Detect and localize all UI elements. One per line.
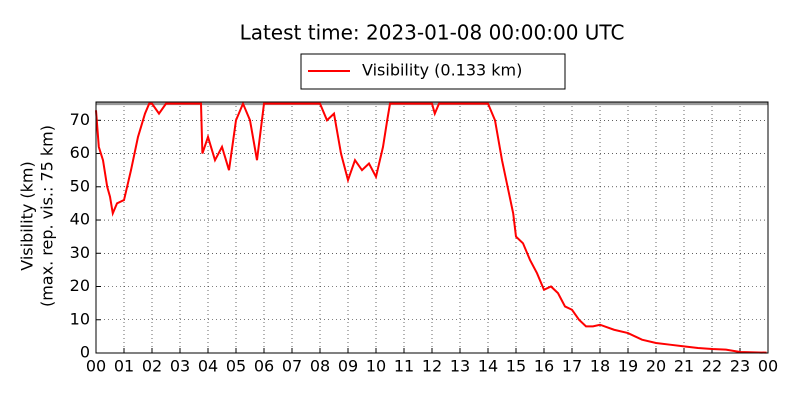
y-axis-label: (max. rep. vis.: 75 km): [38, 125, 57, 307]
x-tick-label: 13: [450, 357, 470, 376]
legend-label: Visibility (0.133 km): [362, 61, 522, 80]
x-tick-label: 16: [534, 357, 554, 376]
x-tick-label: 01: [114, 357, 134, 376]
x-tick-label: 21: [674, 357, 694, 376]
x-tick-label: 05: [226, 357, 246, 376]
y-tick-label: 10: [70, 309, 90, 328]
x-tick-label: 20: [646, 357, 666, 376]
y-tick-label: 60: [70, 143, 90, 162]
x-tick-label: 15: [506, 357, 526, 376]
data-line: [95, 101, 767, 354]
x-tick-label: 06: [254, 357, 274, 376]
y-tick-label: 20: [70, 276, 90, 295]
y-tick-label: 40: [70, 210, 90, 229]
y-axis-label: Visibility (km): [18, 161, 37, 270]
y-tick-label: 0: [80, 343, 90, 362]
x-tick-label: 23: [730, 357, 750, 376]
x-tick-label: 07: [282, 357, 302, 376]
x-tick-label: 09: [338, 357, 358, 376]
chart-title: Latest time: 2023-01-08 00:00:00 UTC: [240, 21, 625, 45]
x-tick-label: 18: [590, 357, 610, 376]
x-tick-label: 22: [702, 357, 722, 376]
plot-frame: [95, 101, 769, 354]
y-tick-label: 50: [70, 176, 90, 195]
x-tick-label: 08: [310, 357, 330, 376]
y-tick-label: 30: [70, 243, 90, 262]
x-tick-label: 00: [758, 357, 778, 376]
x-tick-label: 03: [170, 357, 190, 376]
x-tick-label: 04: [198, 357, 218, 376]
x-tick-label: 17: [562, 357, 582, 376]
x-tick-label: 12: [422, 357, 442, 376]
y-tick-label: 70: [70, 110, 90, 129]
x-tick-label: 00: [86, 357, 106, 376]
x-tick-label: 19: [618, 357, 638, 376]
x-tick-label: 10: [366, 357, 386, 376]
x-tick-label: 11: [394, 357, 414, 376]
x-tick-label: 02: [142, 357, 162, 376]
x-tick-label: 14: [478, 357, 498, 376]
